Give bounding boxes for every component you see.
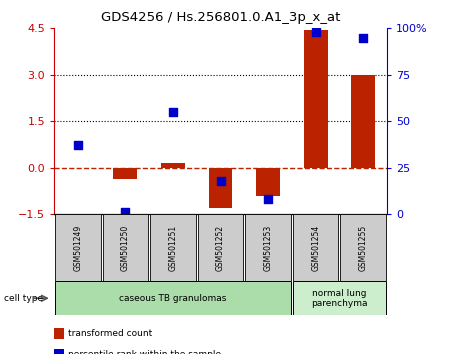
- Bar: [113, 168, 137, 178]
- Bar: [293, 281, 386, 315]
- Text: caseous TB granulomas: caseous TB granulomas: [119, 294, 227, 303]
- Bar: [103, 214, 148, 281]
- Point: [122, 210, 129, 215]
- Point: [169, 109, 176, 115]
- Text: GSM501254: GSM501254: [311, 225, 320, 271]
- Point: [360, 35, 367, 40]
- Bar: [256, 168, 280, 195]
- Bar: [198, 214, 243, 281]
- Text: GSM501252: GSM501252: [216, 225, 225, 271]
- Text: GSM501250: GSM501250: [121, 225, 130, 271]
- Bar: [150, 214, 196, 281]
- Text: GSM501253: GSM501253: [264, 225, 273, 271]
- Title: GDS4256 / Hs.256801.0.A1_3p_x_at: GDS4256 / Hs.256801.0.A1_3p_x_at: [101, 11, 340, 24]
- Point: [265, 196, 272, 202]
- Bar: [340, 214, 386, 281]
- Bar: [351, 75, 375, 168]
- Point: [217, 178, 224, 183]
- Text: normal lung
parenchyma: normal lung parenchyma: [311, 289, 368, 308]
- Text: GSM501255: GSM501255: [359, 225, 368, 271]
- Bar: [245, 214, 291, 281]
- Point: [312, 29, 319, 35]
- Text: percentile rank within the sample: percentile rank within the sample: [68, 350, 221, 354]
- Bar: [293, 214, 338, 281]
- Bar: [304, 30, 328, 168]
- Text: transformed count: transformed count: [68, 329, 153, 338]
- Text: cell type: cell type: [4, 294, 44, 303]
- Text: GSM501251: GSM501251: [168, 225, 177, 271]
- Bar: [209, 168, 232, 208]
- Text: GSM501249: GSM501249: [73, 225, 82, 271]
- Point: [74, 143, 81, 148]
- Bar: [161, 163, 185, 168]
- Bar: [55, 281, 291, 315]
- Bar: [55, 214, 101, 281]
